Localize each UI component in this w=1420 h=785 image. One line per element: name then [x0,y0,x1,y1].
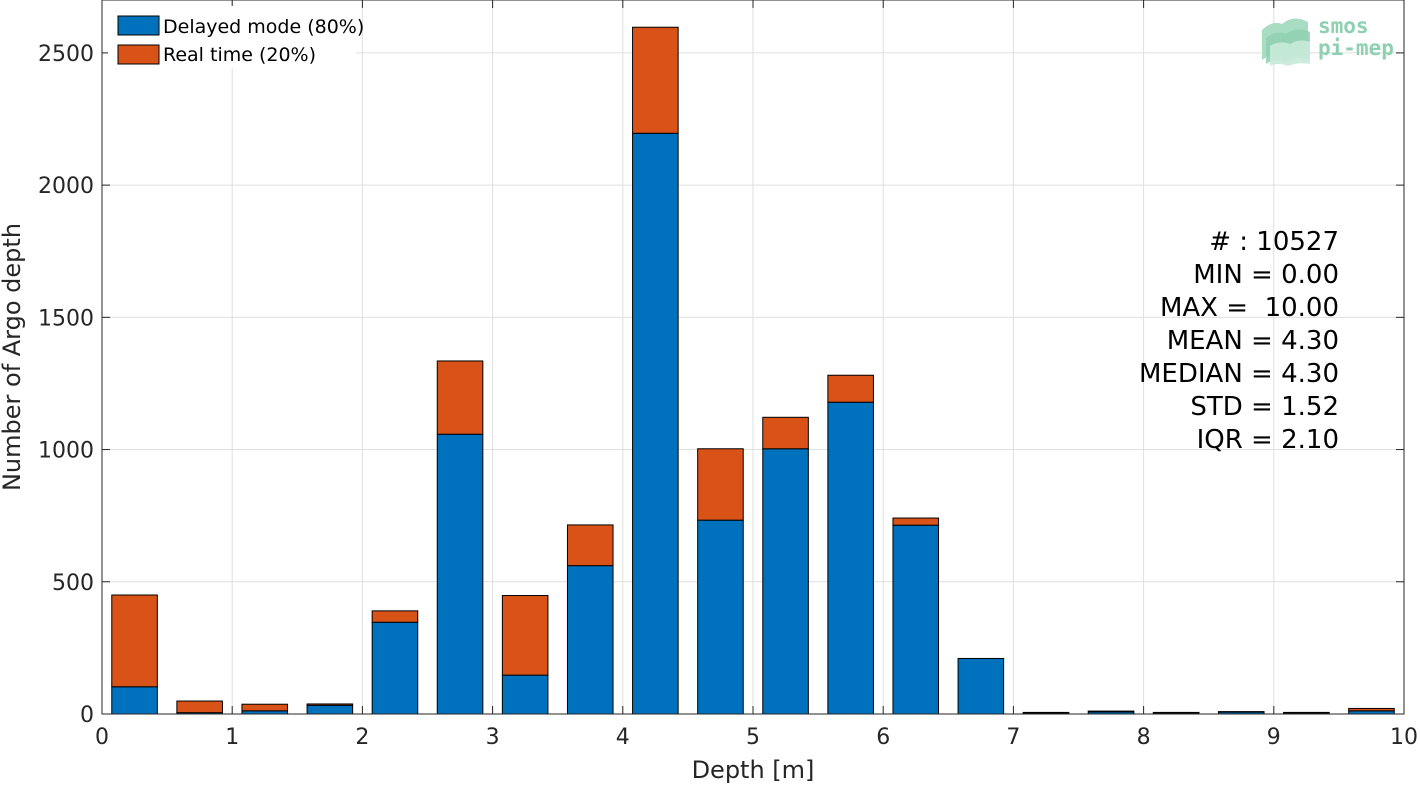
bar-real-time [371,610,419,623]
bar-delayed-mode [371,621,419,715]
bar-real-time [1022,711,1070,714]
stat-median: MEDIAN = 4.30 [1139,359,1339,389]
x-tick-label: 4 [616,725,630,750]
bar-real-time [1283,711,1330,714]
bar-real-time [176,700,223,714]
bar-real-time [306,703,354,706]
bars-group [111,26,1395,715]
legend: Delayed mode (80%) Real time (20%) [108,6,364,68]
bar-delayed-mode [957,657,1005,715]
logo-text-smos: smos [1318,14,1369,38]
logo-wave-icon [1262,18,1310,66]
legend-label-delayed: Delayed mode (80%) [163,16,364,38]
bar-real-time [566,524,614,567]
bar-delayed-mode [111,686,158,715]
y-axis-label: Number of Argo depth [0,223,26,491]
bar-delayed-mode [501,674,549,715]
x-tick-label: 0 [95,725,109,750]
bar-real-time [1152,711,1200,714]
stat-count: # : 10527 [1209,227,1339,257]
bar-real-time [1087,710,1135,713]
bar-real-time [1348,707,1395,712]
x-tick-label: 8 [1137,725,1151,750]
x-tick-label: 3 [486,725,500,750]
bar-delayed-mode [436,433,484,715]
x-tick-label: 10 [1390,725,1418,750]
x-tick-label: 1 [225,725,239,750]
x-tick-label: 9 [1267,725,1281,750]
bar-delayed-mode [697,519,744,715]
y-tick-label: 2000 [38,174,94,199]
bar-real-time [241,703,289,712]
y-tick-label: 2500 [38,42,94,67]
x-tick-label: 6 [876,725,890,750]
stat-mean: MEAN = 4.30 [1167,326,1339,356]
bar-delayed-mode [306,704,354,715]
legend-swatch-delayed [117,15,160,36]
y-tick-label: 1500 [38,306,94,331]
y-tick-label: 0 [80,703,94,728]
bar-delayed-mode [566,565,614,715]
bar-real-time [892,517,940,526]
smos-pimep-logo: smos pi-mep [1262,14,1394,66]
stat-min: MIN = 0.00 [1193,260,1339,290]
bar-real-time [762,416,809,450]
bar-delayed-mode [892,524,940,715]
bar-real-time [632,26,679,134]
bar-real-time [827,374,874,403]
stat-std: STD = 1.52 [1190,392,1339,422]
bar-real-time [111,594,158,688]
x-axis-ticks: 0 1 2 3 4 5 6 7 8 9 10 [95,0,1418,750]
bar-delayed-mode [632,132,679,715]
bar-real-time [697,448,744,521]
stat-iqr: IQR = 2.10 [1197,425,1339,455]
logo-text-pimep: pi-mep [1318,36,1394,60]
stat-max: MAX = 10.00 [1160,293,1339,323]
x-axis-label: Depth [m] [692,756,815,784]
y-tick-label: 500 [52,571,94,596]
bar-real-time [436,360,484,435]
stats-annotation: # : 10527 MIN = 0.00 MAX = 10.00 MEAN = … [1139,227,1339,455]
bar-real-time [1217,711,1265,713]
x-tick-label: 7 [1006,725,1020,750]
legend-label-realtime: Real time (20%) [163,44,316,66]
legend-swatch-realtime [117,44,160,65]
bar-delayed-mode [827,401,874,715]
x-tick-label: 2 [355,725,369,750]
bar-delayed-mode [762,448,809,715]
bar-real-time [501,595,549,676]
y-axis-ticks: 0 500 1000 1500 2000 2500 [38,42,1404,728]
x-tick-label: 5 [746,725,760,750]
y-tick-label: 1000 [38,439,94,464]
